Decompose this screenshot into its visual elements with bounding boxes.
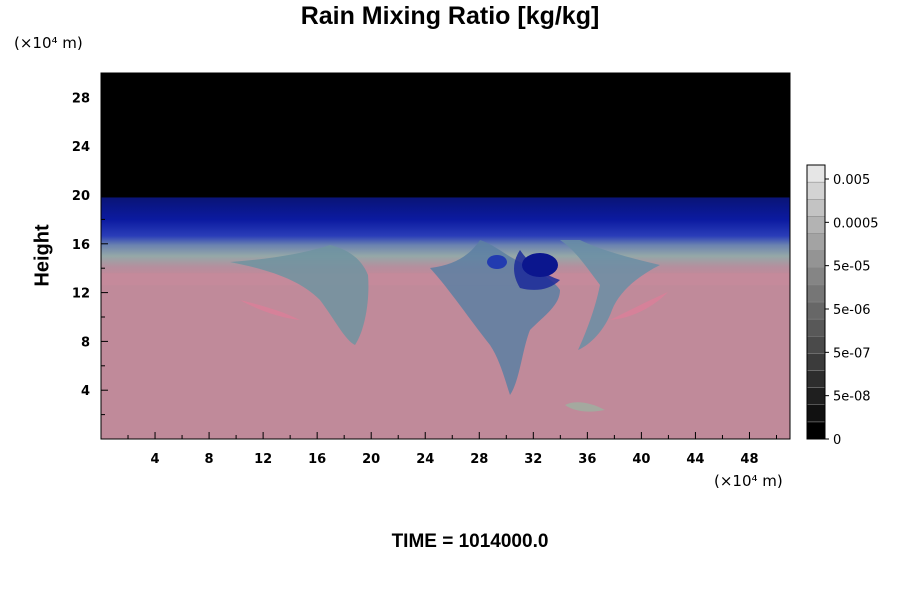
x-tick-label: 40 [632,452,650,467]
y-tick-label: 28 [72,91,90,106]
streak [240,300,300,320]
chart-title: Rain Mixing Ratio [kg/kg] [300,2,600,30]
colorbar-swatch [806,164,826,183]
colorbar-frame [806,164,826,440]
x-tick-label: 28 [470,452,488,467]
plume-core [522,253,558,277]
y-tick-label: 20 [72,189,90,204]
plume [230,245,369,345]
streak [565,402,605,412]
colorbar-swatch [806,284,826,303]
x-tick-label: 36 [578,452,596,467]
streak [610,292,668,320]
colorbar-swatch [806,421,826,440]
y-unit-label: (×10⁴ m) [14,34,83,52]
x-tick-label: 8 [205,452,214,467]
colorbar-label: 5e-08 [833,390,871,405]
colorbar-swatch [806,199,826,217]
x-tick-label: 12 [254,452,272,467]
colorbar-swatch [806,250,826,268]
colorbar-label: 0.005 [833,173,870,188]
colorbar-swatch [806,301,826,320]
colorbar-swatch [806,267,826,286]
x-tick-label: 4 [151,452,160,467]
colorbar-label: 5e-05 [833,260,871,275]
colorbar-swatch [806,233,826,251]
colorbar-swatch [806,404,826,423]
x-tick-label: 20 [362,452,380,467]
time-label: TIME = 1014000.0 [391,531,549,552]
y-tick-label: 4 [81,384,90,399]
plume [560,240,660,350]
y-tick-label: 24 [72,140,90,155]
y-tick-label: 12 [72,287,90,302]
x-tick-label: 44 [686,452,704,467]
x-unit-label: (×10⁴ m) [714,472,783,490]
x-tick-label: 32 [524,452,542,467]
colorbar-swatch [806,387,826,405]
colorbar-swatch [806,181,826,200]
colorbar-swatch [806,336,826,354]
colorbar-label: 5e-07 [833,346,871,361]
colorbar-label: 5e-06 [833,303,871,318]
colorbar: 0.005 0.0005 5e-05 5e-06 5e-07 5e-08 0 [806,164,879,448]
colorbar-swatch [806,216,826,234]
plume-group [230,240,668,412]
plot-frame [100,72,791,440]
x-tick-label: 48 [740,452,758,467]
y-tick-label: 8 [81,335,90,350]
x-tick-label: 24 [416,452,434,467]
colorbar-swatch [806,370,826,388]
field-group [101,73,790,439]
x-tick-label: 16 [308,452,326,467]
colorbar-label: 0.0005 [833,216,879,231]
plume-core [487,255,507,269]
field-background [101,73,790,439]
y-tick-label: 16 [72,238,90,253]
colorbar-label: 0 [833,433,841,448]
colorbar-swatch [806,318,826,337]
colorbar-swatch [806,353,826,371]
